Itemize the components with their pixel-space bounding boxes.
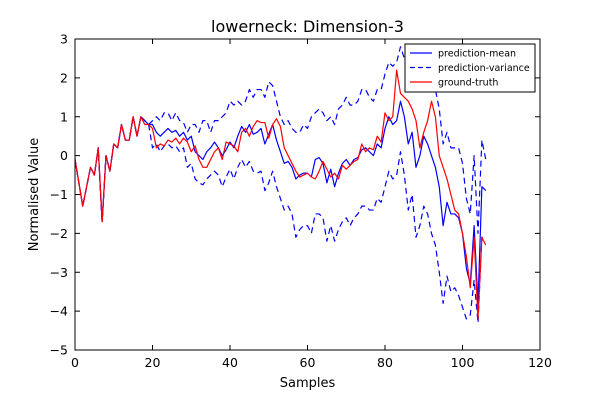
series-layer [75, 46, 487, 324]
chart-title: lowerneck: Dimension-3 [211, 17, 404, 36]
x-tick-label: 20 [145, 355, 161, 370]
legend: prediction-mean prediction-variance ground… [404, 43, 536, 93]
y-tick-label: −5 [50, 343, 68, 358]
series-line-ground-truth [75, 69, 487, 320]
y-axis: −5 −4 −3 −2 −1 0 1 2 3 [50, 32, 540, 358]
y-tick-label: 1 [60, 109, 68, 124]
y-tick-label: −1 [50, 187, 68, 202]
legend-label-prediction-mean: prediction-mean [438, 49, 516, 60]
y-tick-label: −3 [50, 265, 68, 280]
legend-label-prediction-variance: prediction-variance [438, 63, 530, 74]
y-tick-label: 0 [60, 148, 68, 163]
legend-label-ground-truth: ground-truth [438, 78, 498, 89]
x-axis: 0 20 40 60 80 100 120 [71, 39, 552, 370]
y-tick-label: 3 [60, 32, 68, 47]
y-tick-label: −4 [50, 304, 68, 319]
x-tick-label: 0 [71, 355, 79, 370]
x-tick-label: 60 [300, 355, 316, 370]
series-line-prediction-variance-lower [75, 116, 487, 324]
x-tick-label: 80 [377, 355, 393, 370]
x-tick-label: 100 [451, 355, 475, 370]
x-tick-label: 40 [222, 355, 238, 370]
y-tick-label: −2 [50, 226, 68, 241]
x-axis-label: Samples [280, 376, 336, 391]
x-tick-label: 120 [528, 355, 552, 370]
y-axis-label: Normalised Value [27, 138, 42, 252]
y-tick-label: 2 [60, 70, 68, 85]
